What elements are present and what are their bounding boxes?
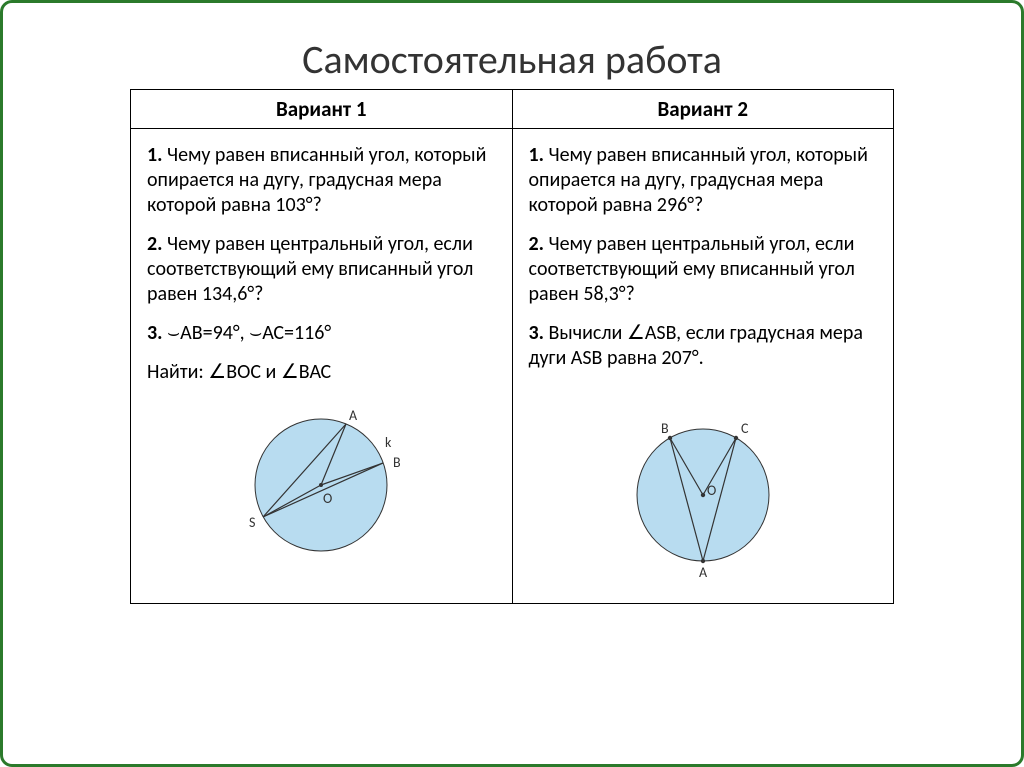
v1-p1-num: 1. — [147, 143, 162, 167]
v1-problem-2: 2. Чему равен центральный угол, если соо… — [147, 232, 496, 307]
page-title: Самостоятельная работа — [0, 0, 1024, 89]
svg-text:A: A — [349, 407, 358, 424]
svg-text:B: B — [393, 454, 401, 471]
v1-p2-text: Чему равен центральный угол, если соотве… — [147, 232, 473, 306]
v2-p3-num: 3. — [529, 321, 544, 345]
v1-problem-3: 3. ⌣АВ=94°, ⌣АС=116° — [147, 321, 496, 346]
v2-p3-text: Вычисли ∠ASB, если градусная мера дуги A… — [529, 321, 863, 370]
circle-diagram-1-svg: O AkB S — [231, 405, 411, 570]
svg-text:k: k — [385, 434, 392, 451]
v2-problem-2: 2. Чему равен центральный угол, если соо… — [529, 232, 878, 307]
v2-problem-3: 3. Вычисли ∠ASB, если градусная мера дуг… — [529, 321, 878, 371]
svg-text:A: A — [699, 564, 708, 581]
v1-problem-3-find: Найти: ∠ВОС и ∠ВАС — [147, 360, 496, 385]
v2-p1-num: 1. — [529, 143, 544, 167]
header-variant-1: Вариант 1 — [131, 90, 513, 129]
v1-p1-text: Чему равен вписанный угол, который опира… — [147, 143, 486, 217]
v1-problem-1: 1. Чему равен вписанный угол, который оп… — [147, 143, 496, 218]
v2-diagram: O B C A — [529, 385, 878, 595]
svg-text:C: C — [741, 420, 749, 437]
v1-p3-num: 3. — [147, 321, 162, 345]
cell-variant-1: 1. Чему равен вписанный угол, который оп… — [131, 129, 513, 604]
v1-p3-text: ⌣АВ=94°, ⌣АС=116° — [162, 321, 331, 345]
svg-text:S: S — [249, 514, 255, 531]
header-variant-2: Вариант 2 — [512, 90, 894, 129]
v2-p2-text: Чему равен центральный угол, если соотве… — [529, 232, 855, 306]
svg-text:B: B — [661, 420, 669, 437]
cell-variant-2: 1. Чему равен вписанный угол, который оп… — [512, 129, 894, 604]
v2-p2-num: 2. — [529, 232, 544, 256]
v1-diagram: O AkB S — [147, 399, 496, 580]
v2-problem-1: 1. Чему равен вписанный угол, который оп… — [529, 143, 878, 218]
worksheet-table: Вариант 1 Вариант 2 1. Чему равен вписан… — [130, 89, 894, 604]
v2-p1-text: Чему равен вписанный угол, который опира… — [529, 143, 868, 217]
v1-p2-num: 2. — [147, 232, 162, 256]
circle-diagram-2-svg: O B C A — [613, 415, 793, 585]
svg-text:O: O — [323, 490, 332, 507]
svg-text:O: O — [707, 482, 716, 499]
